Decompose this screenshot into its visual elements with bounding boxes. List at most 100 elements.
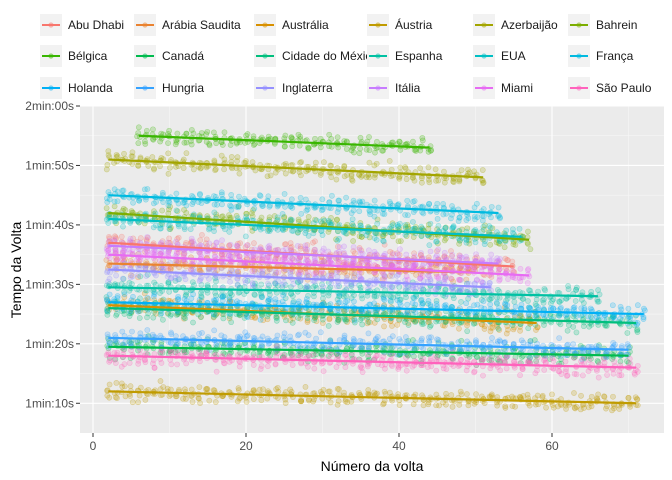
legend-label: Áustria	[395, 17, 433, 32]
data-point	[577, 406, 584, 413]
data-point	[634, 402, 641, 409]
data-point	[344, 172, 351, 178]
data-point	[418, 233, 425, 240]
data-point	[188, 386, 195, 393]
data-point	[165, 150, 172, 157]
data-point	[121, 294, 128, 301]
data-point	[250, 133, 257, 140]
data-point	[214, 267, 221, 273]
data-point	[313, 335, 319, 342]
data-point	[425, 399, 432, 406]
data-point	[402, 164, 409, 171]
legend-label: Miami	[501, 81, 533, 95]
data-point	[118, 380, 125, 387]
data-point	[287, 217, 294, 223]
legend-label: Hungria	[162, 81, 204, 95]
data-point	[609, 407, 615, 414]
data-point	[297, 194, 304, 201]
data-point	[142, 396, 149, 403]
data-point	[297, 245, 304, 252]
data-point	[142, 265, 149, 272]
data-point	[288, 196, 295, 203]
data-point	[318, 218, 324, 225]
data-point	[425, 176, 432, 183]
data-point	[325, 323, 332, 329]
data-point	[265, 297, 272, 304]
data-point	[434, 248, 440, 255]
data-point	[273, 386, 280, 393]
data-point	[443, 210, 450, 217]
data-point	[489, 335, 495, 341]
data-point	[203, 386, 209, 393]
data-point	[634, 302, 641, 309]
data-point	[189, 192, 195, 199]
data-point	[113, 379, 120, 386]
data-point	[394, 321, 401, 328]
data-point	[481, 310, 487, 317]
data-point	[150, 126, 156, 133]
data-point	[228, 153, 235, 160]
data-point	[372, 149, 378, 156]
data-point	[410, 401, 417, 408]
data-point	[250, 387, 257, 393]
data-point	[298, 172, 304, 179]
data-point	[160, 384, 167, 390]
data-point	[588, 321, 595, 328]
data-point	[295, 271, 302, 278]
data-point	[380, 401, 386, 408]
data-point	[204, 386, 211, 393]
data-point	[627, 403, 634, 410]
data-point	[464, 328, 471, 335]
data-point	[563, 295, 570, 302]
legend-key-point	[375, 53, 381, 59]
data-point	[611, 316, 618, 322]
data-point	[144, 294, 151, 301]
data-point	[228, 191, 235, 198]
data-point	[213, 239, 220, 246]
data-point	[466, 169, 473, 176]
data-point	[227, 340, 233, 347]
data-point	[137, 256, 144, 263]
data-point	[114, 395, 120, 402]
data-point	[112, 394, 119, 401]
data-point	[265, 193, 272, 200]
data-point	[150, 293, 157, 300]
data-point	[298, 396, 305, 403]
data-point	[481, 326, 488, 332]
data-point	[356, 282, 363, 289]
data-point	[165, 281, 172, 287]
data-point	[282, 170, 289, 177]
data-point	[160, 316, 166, 323]
data-point	[448, 392, 455, 398]
data-point	[517, 393, 523, 400]
data-point	[397, 164, 404, 171]
data-point	[234, 158, 240, 164]
data-point	[496, 294, 503, 301]
data-point	[387, 200, 394, 207]
legend-item: Itália	[367, 77, 421, 99]
data-point	[112, 234, 119, 241]
data-point	[135, 163, 142, 169]
legend-label: Holanda	[68, 81, 113, 95]
data-point	[374, 220, 381, 227]
data-point	[472, 227, 479, 233]
data-point	[274, 315, 280, 321]
data-point	[395, 238, 402, 245]
data-point	[448, 248, 454, 254]
data-point	[234, 275, 241, 282]
data-point	[382, 260, 389, 267]
legend-label: Cidade do México	[282, 49, 378, 63]
data-point	[350, 207, 357, 214]
data-point	[450, 178, 456, 185]
data-point	[166, 226, 173, 232]
data-point	[289, 204, 296, 211]
data-point	[342, 230, 349, 237]
data-point	[196, 330, 202, 337]
data-point	[165, 266, 171, 272]
data-point	[488, 251, 495, 258]
data-point	[394, 250, 401, 257]
data-point	[402, 165, 409, 172]
data-point	[456, 265, 463, 272]
data-point	[212, 167, 219, 174]
data-point	[258, 397, 265, 404]
